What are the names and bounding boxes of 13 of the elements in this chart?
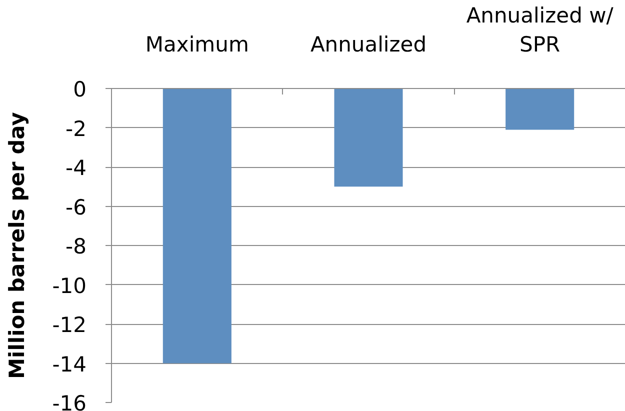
y-tick-label: 0: [73, 78, 87, 102]
y-tick-label: -10: [52, 274, 87, 298]
y-tick-label: -16: [52, 392, 87, 411]
x-tick-label: Annualized w/ SPR: [466, 4, 614, 56]
x-tick-label: Annualized: [310, 32, 427, 56]
y-tick-label: -14: [52, 352, 87, 376]
y-tick-label: -4: [66, 156, 87, 180]
y-tick-label: -2: [66, 116, 87, 141]
y-tick-label: -8: [66, 234, 87, 258]
y-axis-title: Million barrels per day: [5, 112, 30, 379]
y-tick-label: -12: [52, 313, 87, 337]
x-tick-label: Maximum: [145, 32, 249, 56]
y-tick-label: -6: [66, 195, 87, 220]
